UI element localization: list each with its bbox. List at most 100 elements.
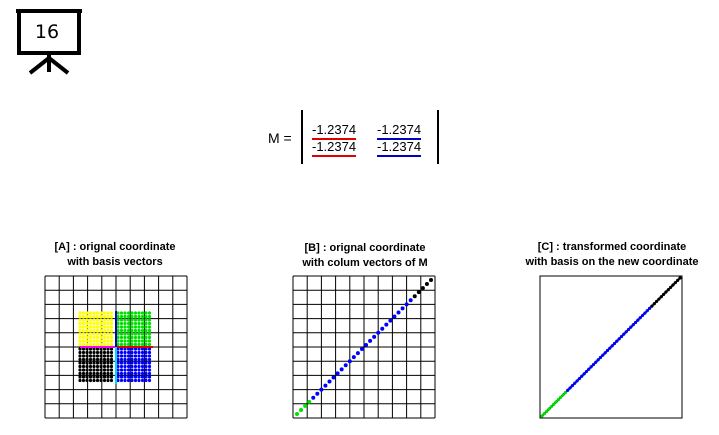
yellow-dot bbox=[99, 339, 103, 343]
black-dot bbox=[85, 364, 89, 369]
transformed-dot bbox=[580, 374, 584, 378]
black-dot bbox=[78, 378, 82, 383]
blue-dot bbox=[144, 368, 148, 372]
blue-dot bbox=[133, 354, 138, 358]
blue-dot bbox=[147, 375, 152, 379]
yellow-dot bbox=[78, 332, 82, 336]
blue-dot bbox=[140, 354, 145, 358]
blue-dot bbox=[140, 357, 145, 362]
transformed-dot bbox=[603, 351, 607, 355]
green-dot bbox=[147, 318, 152, 322]
black-dot bbox=[78, 354, 82, 358]
yellow-dot bbox=[92, 342, 96, 347]
yellow-dot bbox=[81, 314, 86, 319]
green-dot bbox=[130, 335, 134, 340]
yellow-dot bbox=[102, 314, 107, 319]
transformed-dot bbox=[643, 311, 647, 315]
blue-dot bbox=[133, 357, 138, 362]
transformed-dot bbox=[650, 304, 654, 308]
transformed-dot bbox=[563, 391, 567, 395]
black-dot bbox=[81, 357, 86, 362]
yellow-dot bbox=[81, 318, 86, 322]
green-dot bbox=[133, 325, 138, 329]
plot-b-column-vectors bbox=[292, 275, 436, 419]
green-dot bbox=[144, 318, 148, 322]
blue-dot bbox=[140, 364, 145, 369]
black-dot bbox=[81, 364, 86, 369]
blue-dot bbox=[137, 371, 141, 376]
yellow-dot bbox=[109, 318, 114, 322]
blue-dot bbox=[119, 350, 124, 355]
black-dot bbox=[102, 368, 107, 372]
green-dot bbox=[147, 314, 152, 319]
green-dot bbox=[116, 342, 120, 347]
yellow-dot bbox=[81, 321, 86, 326]
plot-a-basis-grid bbox=[44, 275, 188, 419]
transformed-dot bbox=[577, 376, 582, 381]
black-dot bbox=[85, 357, 89, 362]
black-dot bbox=[95, 364, 100, 369]
diagonal-dot bbox=[311, 395, 316, 400]
black-dot bbox=[92, 368, 96, 372]
green-dot bbox=[116, 318, 120, 322]
diagonal-dot bbox=[416, 290, 421, 295]
transformed-dot bbox=[626, 327, 631, 332]
yellow-dot bbox=[92, 311, 96, 315]
blue-dot bbox=[130, 354, 134, 358]
black-dot bbox=[85, 371, 89, 376]
green-dot bbox=[147, 342, 152, 347]
yellow-dot bbox=[85, 311, 89, 315]
blue-dot bbox=[144, 357, 148, 362]
green-dot bbox=[119, 332, 124, 336]
yellow-dot bbox=[78, 318, 82, 322]
blue-dot bbox=[116, 375, 120, 379]
green-dot bbox=[116, 332, 120, 336]
black-dot bbox=[85, 350, 89, 355]
black-dot bbox=[78, 357, 82, 362]
matrix-left-bracket bbox=[301, 110, 303, 164]
yellow-dot bbox=[81, 335, 86, 340]
green-dot bbox=[116, 335, 120, 340]
diagonal-dot bbox=[347, 359, 352, 364]
green-dot bbox=[133, 311, 138, 315]
blue-dot bbox=[137, 368, 141, 372]
yellow-dot bbox=[92, 321, 96, 326]
black-dot bbox=[109, 368, 114, 372]
green-dot bbox=[119, 339, 124, 343]
yellow-dot bbox=[88, 339, 93, 343]
yellow-dot bbox=[106, 318, 110, 322]
yellow-dot bbox=[88, 335, 93, 340]
yellow-dot bbox=[99, 325, 103, 329]
blue-dot bbox=[130, 350, 134, 355]
black-dot bbox=[88, 368, 93, 372]
green-dot bbox=[126, 328, 131, 333]
yellow-dot bbox=[109, 332, 114, 336]
green-dot bbox=[137, 325, 141, 329]
blue-dot bbox=[133, 350, 138, 355]
green-dot bbox=[137, 339, 141, 343]
green-dot bbox=[137, 328, 141, 333]
blue-dot bbox=[137, 354, 141, 358]
diagonal-dot bbox=[351, 355, 356, 360]
diagonal-dot bbox=[392, 314, 397, 319]
yellow-dot bbox=[85, 339, 89, 343]
blue-dot bbox=[144, 354, 148, 358]
transformed-dot bbox=[629, 325, 633, 329]
blue-dot bbox=[126, 368, 131, 372]
black-dot bbox=[95, 371, 100, 376]
blue-dot bbox=[123, 354, 127, 358]
transformed-dot bbox=[619, 334, 624, 339]
blue-dot bbox=[133, 378, 138, 383]
green-dot bbox=[144, 314, 148, 319]
black-dot bbox=[92, 378, 96, 383]
green-dot bbox=[116, 314, 120, 319]
yellow-dot bbox=[102, 321, 107, 326]
blue-dot bbox=[133, 347, 138, 351]
black-dot bbox=[102, 378, 107, 383]
green-dot bbox=[119, 328, 124, 333]
green-dot bbox=[130, 321, 134, 326]
green-dot bbox=[144, 339, 148, 343]
diagonal-dot bbox=[364, 342, 369, 347]
diagonal-dot bbox=[331, 375, 336, 380]
green-dot bbox=[133, 335, 138, 340]
